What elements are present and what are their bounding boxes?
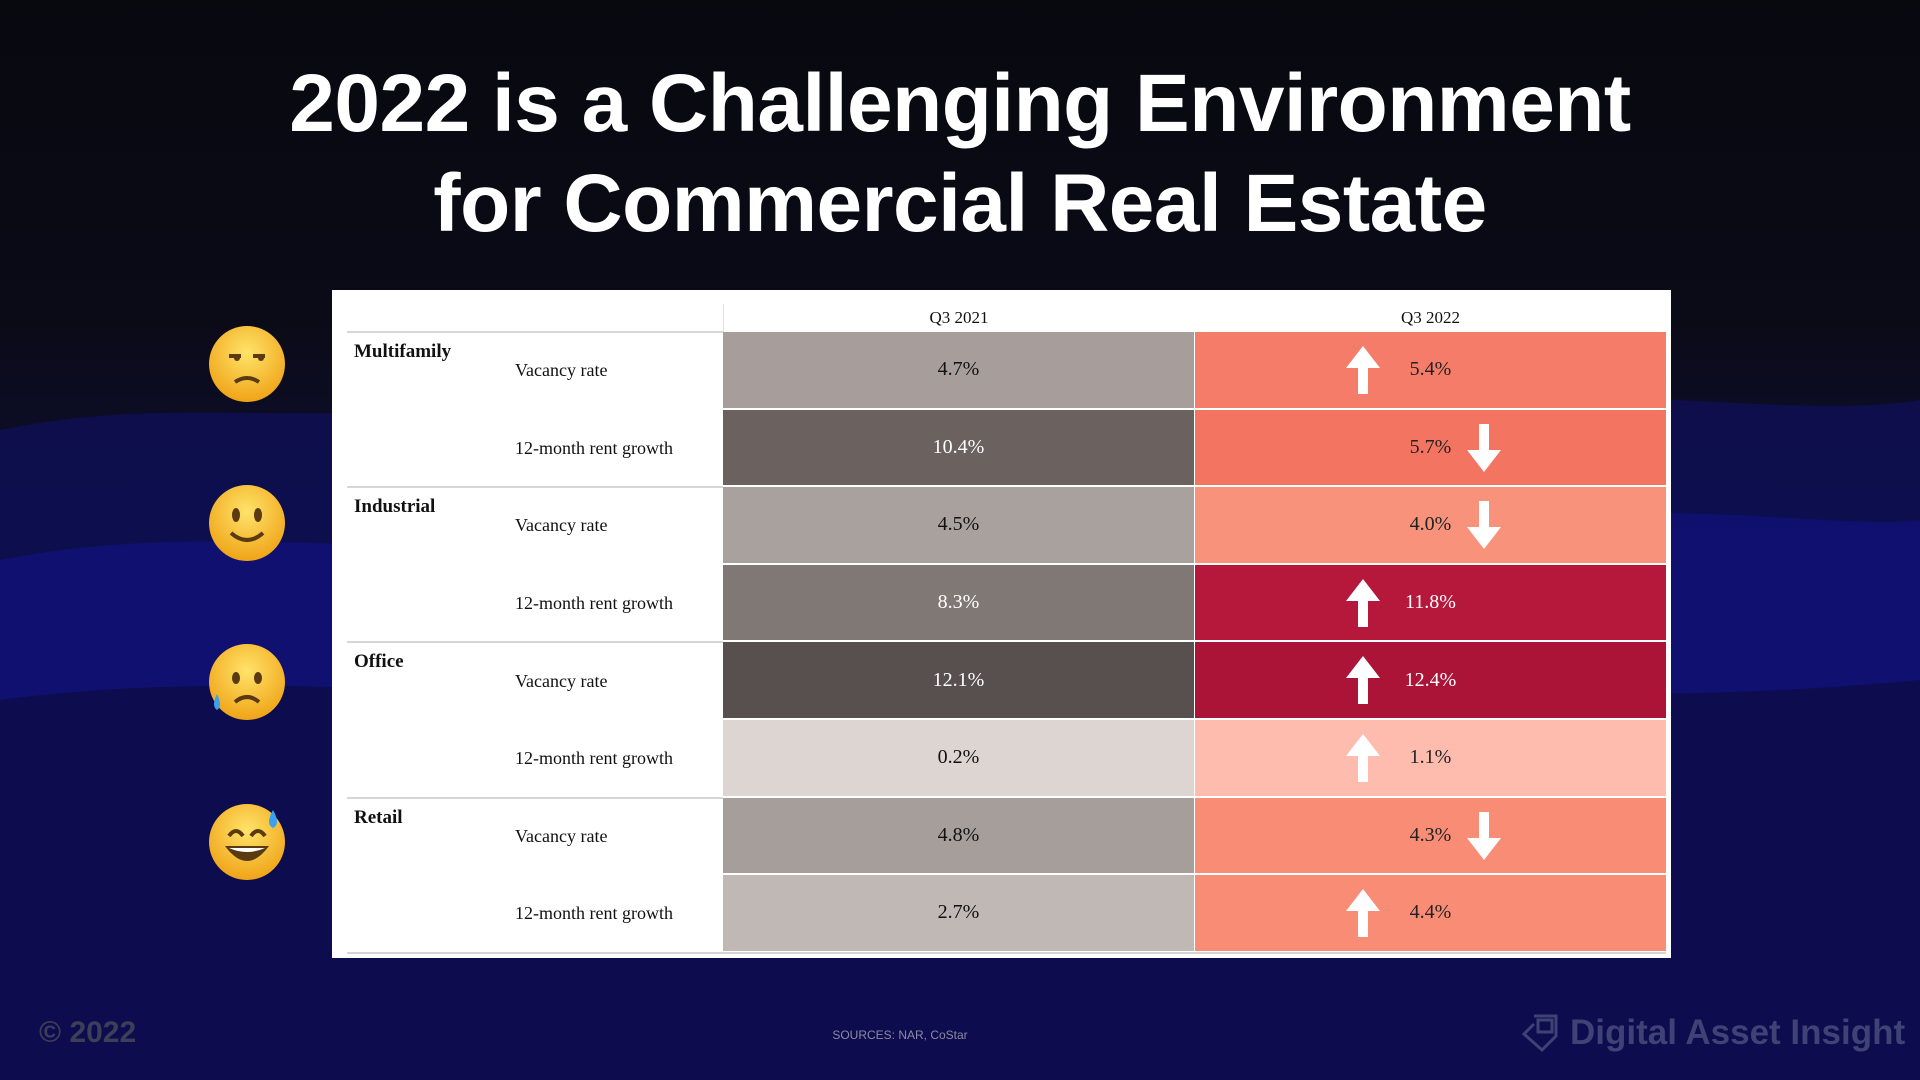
metric-label: 12-month rent growth [515, 748, 673, 769]
arrow-up-icon [1346, 656, 1380, 705]
q3-2021-value: 0.2% [723, 720, 1194, 796]
group-divider [347, 641, 723, 644]
q3-2021-value: 12.1% [723, 642, 1194, 718]
sector-label: Office [354, 651, 404, 673]
metric-label: Vacancy rate [515, 360, 608, 381]
group-divider [347, 796, 723, 799]
metric-label: 12-month rent growth [515, 903, 673, 924]
q3-2022-value-text: 4.0% [1409, 513, 1452, 536]
slightly-smiling-face-icon [209, 485, 285, 561]
q3-2022-value-text: 5.7% [1409, 435, 1452, 458]
q3-2022-value-text: 4.3% [1409, 823, 1452, 846]
arrow-up-icon [1346, 578, 1380, 627]
arrow-down-icon [1467, 423, 1501, 472]
trend-arrow [1346, 734, 1380, 787]
q3-2022-value: 5.7% [1195, 409, 1666, 486]
q3-2022-value-text: 5.4% [1409, 358, 1452, 381]
q3-2021-value: 4.7% [723, 332, 1194, 408]
unamused-face-icon [209, 326, 285, 402]
arrow-up-icon [1346, 734, 1380, 782]
trend-arrow [1346, 889, 1380, 942]
title-line-1: 2022 is a Challenging Environment [289, 58, 1631, 149]
q3-2022-value: 4.4% [1195, 875, 1666, 951]
sad-but-relieved-face-icon [209, 644, 285, 720]
grinning-face-with-sweat-icon [209, 804, 285, 880]
q3-2022-value: 1.1% [1195, 720, 1666, 796]
brand-name: Digital Asset Insight [1570, 1013, 1906, 1052]
copyright: © 2022 [39, 1016, 137, 1049]
group-divider [347, 331, 723, 333]
metric-label: 12-month rent growth [515, 593, 673, 614]
q3-2021-value: 4.8% [723, 797, 1194, 874]
q3-2021-value: 10.4% [723, 409, 1194, 486]
q3-2022-value: 4.0% [1195, 487, 1666, 563]
brand-logo: Digital Asset Insight [1520, 1012, 1905, 1054]
header-divider [723, 304, 724, 332]
group-divider [347, 486, 723, 489]
table-bottom-border [347, 951, 1666, 954]
q3-2022-value: 12.4% [1195, 642, 1666, 718]
sources: SOURCES: NAR, CoStar [832, 1028, 968, 1042]
q3-2022-value-text: 4.4% [1409, 901, 1452, 924]
q3-2021-value: 8.3% [723, 564, 1194, 641]
trend-arrow [1346, 656, 1380, 709]
trend-arrow [1467, 501, 1501, 554]
metric-label: Vacancy rate [515, 825, 608, 846]
q3-2022-value: 4.3% [1195, 797, 1666, 874]
q3-2021-value: 4.5% [723, 487, 1194, 563]
trend-arrow [1346, 578, 1380, 632]
metric-label: 12-month rent growth [515, 437, 673, 458]
sector-label: Industrial [354, 496, 436, 518]
arrow-down-icon [1467, 811, 1501, 860]
column-header-q3-2022: Q3 2022 [1400, 308, 1461, 327]
brand-logo-icon [1521, 1014, 1558, 1053]
q3-2022-value: 11.8% [1195, 564, 1666, 641]
metric-label: Vacancy rate [515, 515, 608, 536]
q3-2022-value-text: 11.8% [1405, 591, 1456, 614]
title-line-2: for Commercial Real Estate [433, 158, 1487, 249]
cre-metrics-table: Q3 2021 Q3 2022 Multifamily Vacancy rate 4… [332, 290, 1671, 958]
sector-label: Multifamily [354, 341, 452, 362]
arrow-up-icon [1346, 889, 1380, 938]
column-header-q3-2021: Q3 2021 [929, 308, 989, 327]
q3-2022-value-text: 1.1% [1409, 746, 1452, 769]
trend-arrow [1467, 811, 1501, 865]
q3-2022-value: 5.4% [1195, 332, 1666, 408]
trend-arrow [1346, 346, 1380, 399]
arrow-up-icon [1346, 346, 1380, 394]
trend-arrow [1467, 423, 1501, 477]
arrow-down-icon [1467, 501, 1501, 550]
metric-label: Vacancy rate [515, 670, 608, 691]
q3-2021-value: 2.7% [723, 875, 1194, 951]
q3-2022-value-text: 12.4% [1404, 668, 1457, 691]
sector-label: Retail [354, 806, 403, 828]
